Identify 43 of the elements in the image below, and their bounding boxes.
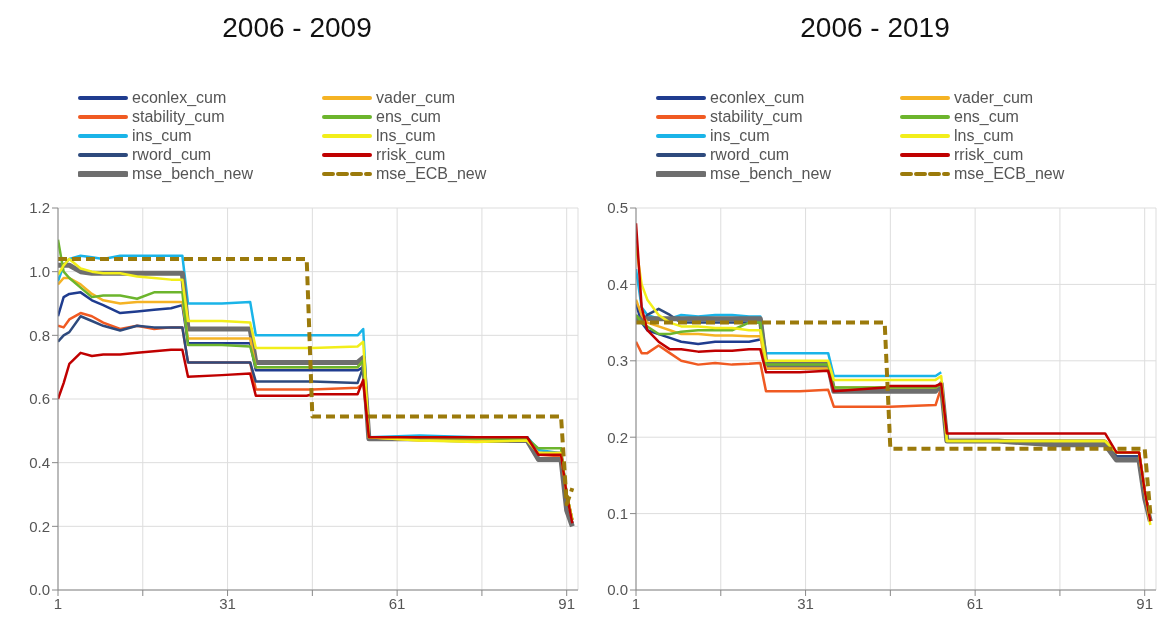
chart-title: 2006 - 2009 [221, 11, 373, 45]
x-tick-label: 91 [1136, 594, 1154, 612]
y-tick-label: 0.3 [607, 352, 628, 370]
y-tick-label: 1.2 [29, 199, 50, 217]
x-tick-label: 61 [388, 594, 406, 612]
y-tick-label: 0.1 [607, 504, 628, 522]
y-tick-label: 1.0 [29, 262, 50, 280]
y-tick-label: 0.4 [29, 453, 50, 471]
legend-label: econlex_cum [132, 88, 227, 107]
y-tick-label: 0.4 [607, 275, 628, 293]
x-tick-label: 31 [797, 594, 814, 612]
legend-label: vader_cum [376, 88, 456, 107]
legend-label: stability_cum [132, 107, 225, 126]
y-tick-label: 0.2 [607, 428, 628, 446]
legend-label: rword_cum [710, 145, 790, 164]
legend-label: stability_cum [710, 107, 803, 126]
legend-label: ins_cum [710, 126, 770, 145]
x-tick-label: 1 [53, 594, 63, 612]
legend-label: ins_cum [132, 126, 192, 145]
legend-label: rrisk_cum [954, 145, 1024, 164]
legend-label: ens_cum [376, 107, 441, 126]
x-tick-label: 91 [558, 594, 576, 612]
legend-label: mse_ECB_new [954, 164, 1065, 183]
legend-label: econlex_cum [710, 88, 805, 107]
y-tick-label: 0.0 [29, 581, 50, 599]
y-tick-label: 0.6 [29, 390, 50, 408]
legend-label: lns_cum [376, 126, 436, 145]
chart-title: 2006 - 2019 [799, 11, 951, 45]
y-tick-label: 0.5 [607, 199, 628, 217]
x-tick-label: 31 [219, 594, 236, 612]
legend-label: ens_cum [954, 107, 1019, 126]
legend-label: lns_cum [954, 126, 1014, 145]
legend-label: mse_bench_new [132, 164, 253, 183]
y-tick-label: 0.2 [29, 517, 50, 535]
legend-label: mse_ECB_new [376, 164, 487, 183]
x-tick-label: 1 [631, 594, 641, 612]
y-tick-label: 0.0 [607, 581, 628, 599]
legend-label: mse_bench_new [710, 164, 831, 183]
x-tick-label: 61 [966, 594, 984, 612]
legend-label: vader_cum [954, 88, 1034, 107]
legend-label: rword_cum [132, 145, 212, 164]
y-tick-label: 0.8 [29, 326, 50, 344]
legend-label: rrisk_cum [376, 145, 446, 164]
